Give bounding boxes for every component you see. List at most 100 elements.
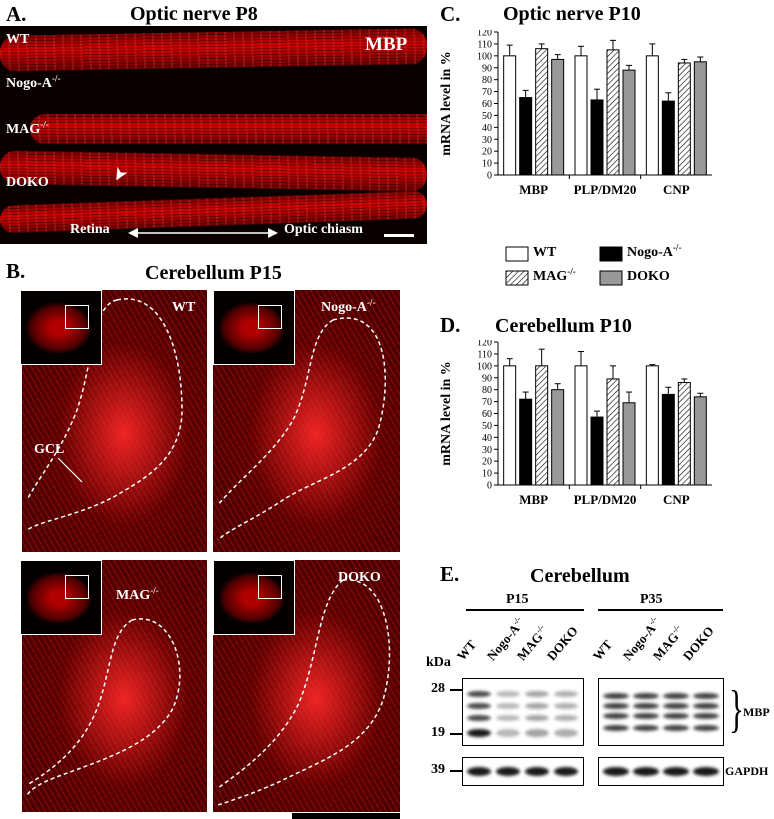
x-tick-label: PLP/DM20 bbox=[574, 182, 637, 197]
blot-band bbox=[633, 767, 659, 776]
protein-mbp: MBP bbox=[743, 705, 770, 719]
blot-band bbox=[525, 729, 549, 737]
blot-band bbox=[603, 713, 629, 719]
blot-band bbox=[496, 703, 520, 709]
scale-bar-b bbox=[292, 813, 400, 819]
blot-band bbox=[693, 703, 719, 709]
marker-19-tick bbox=[450, 733, 462, 735]
lane-label-wt: WT bbox=[454, 637, 480, 664]
y-tick-label: 20 bbox=[482, 147, 492, 158]
blot-band bbox=[554, 767, 578, 776]
blot-band bbox=[693, 693, 719, 699]
panel-b-letter: B. bbox=[6, 259, 26, 283]
label-nogo-text: Nogo-A bbox=[6, 76, 52, 91]
y-tick-label: 100 bbox=[477, 51, 492, 62]
y-tick-label: 0 bbox=[487, 171, 492, 182]
cb-label-nogo-sup: -/- bbox=[366, 297, 376, 308]
cb-label-mag: MAG-/- bbox=[116, 586, 159, 604]
y-tick-label: 50 bbox=[482, 111, 492, 122]
group-line-p15 bbox=[466, 609, 584, 611]
legend-swatch-doko bbox=[599, 270, 623, 286]
y-tick-label: 40 bbox=[482, 123, 492, 134]
gcl-pointer-line bbox=[57, 457, 83, 483]
blot-band bbox=[663, 703, 689, 709]
label-gcl: GCL bbox=[34, 442, 65, 457]
blot-band bbox=[693, 725, 719, 731]
y-tick-label: 70 bbox=[482, 87, 492, 98]
panel-e-title: Cerebellum bbox=[530, 565, 630, 587]
optic-nerve-micrograph: WT MBP Nogo-A-/- MAG-/- DOKO ➤ Retina Op… bbox=[0, 26, 427, 244]
panel-d-title: Cerebellum P10 bbox=[495, 315, 632, 337]
panel-a-letter: A. bbox=[6, 2, 27, 26]
bar-mag--0 bbox=[535, 365, 549, 486]
bar-nogo-a--1 bbox=[590, 99, 604, 176]
y-tick-label: 70 bbox=[482, 397, 492, 408]
blot-band bbox=[633, 725, 659, 731]
legend-label-nogo-sup: -/- bbox=[672, 242, 682, 253]
bar-doko-0 bbox=[551, 389, 565, 486]
label-mag-sup: -/- bbox=[40, 119, 49, 130]
bar-nogo-a--2 bbox=[661, 393, 675, 486]
blot-band bbox=[554, 715, 578, 721]
y-tick-label: 60 bbox=[482, 99, 492, 110]
bar-wt-1 bbox=[574, 55, 588, 176]
panel-b-title: Cerebellum P15 bbox=[145, 262, 282, 284]
y-tick-label: 10 bbox=[482, 159, 492, 170]
blot-band bbox=[693, 767, 719, 776]
lane-label-doko: DOKO bbox=[680, 623, 718, 664]
bar-mag--1 bbox=[606, 378, 620, 486]
gcl-outline-doko bbox=[217, 579, 391, 806]
bar-mag--2 bbox=[677, 382, 691, 486]
inset-nogo bbox=[213, 290, 295, 365]
y-tick-label: 0 bbox=[487, 481, 492, 492]
label-retina: Retina bbox=[70, 222, 110, 237]
label-mag: MAG-/- bbox=[6, 119, 49, 138]
blot-gapdh-p15 bbox=[462, 757, 584, 786]
cerebellum-doko-image: DOKO bbox=[213, 560, 400, 812]
blot-band bbox=[603, 725, 629, 731]
label-doko: DOKO bbox=[6, 175, 49, 190]
panel-c-letter: C. bbox=[440, 2, 461, 26]
x-tick-label: CNP bbox=[663, 492, 690, 507]
blot-mbp-p15 bbox=[462, 678, 584, 746]
bar-nogo-a--0 bbox=[519, 97, 533, 176]
marker-19: 19 bbox=[431, 725, 445, 740]
blot-band bbox=[603, 703, 629, 709]
lane-label-doko: DOKO bbox=[544, 623, 582, 664]
bar-mag--1 bbox=[606, 49, 620, 176]
legend-swatch-wt bbox=[505, 246, 529, 262]
inset-doko bbox=[213, 560, 295, 635]
blot-band bbox=[525, 767, 549, 776]
blot-band bbox=[496, 691, 520, 697]
y-tick-label: 80 bbox=[482, 75, 492, 86]
legend-swatch-nogo bbox=[599, 246, 623, 262]
group-label-p35: P35 bbox=[640, 592, 663, 607]
legend-label-mag: MAG-/- bbox=[533, 266, 576, 285]
panel-e-letter: E. bbox=[440, 562, 460, 586]
panel-d-letter: D. bbox=[440, 313, 461, 337]
bar-doko-2 bbox=[693, 61, 707, 176]
bar-wt-2 bbox=[645, 365, 659, 486]
chart-optic-nerve: mRNA level in % 0102030405060708090100110… bbox=[439, 30, 712, 197]
legend-label-mag-sup: -/- bbox=[567, 266, 576, 277]
blot-band bbox=[525, 715, 549, 721]
blot-mbp-p35 bbox=[598, 678, 724, 746]
blot-band bbox=[554, 729, 578, 737]
blot-band bbox=[633, 713, 659, 719]
x-tick-label: PLP/DM20 bbox=[574, 492, 637, 507]
label-wt: WT bbox=[6, 32, 30, 47]
y-tick-label: 30 bbox=[482, 445, 492, 456]
nerve-mag bbox=[0, 150, 427, 192]
bar-doko-1 bbox=[622, 69, 636, 176]
legend-label-mag-text: MAG bbox=[533, 269, 568, 284]
blot-band bbox=[525, 703, 549, 709]
legend-swatch-mag bbox=[505, 270, 529, 286]
label-mag-text: MAG bbox=[6, 122, 41, 137]
cb-label-mag-text: MAG bbox=[116, 588, 151, 603]
panel-c-title: Optic nerve P10 bbox=[503, 3, 641, 25]
cb-label-nogo-text: Nogo-A bbox=[321, 300, 367, 315]
inset-wt bbox=[20, 290, 102, 365]
bar-wt-0 bbox=[503, 55, 517, 176]
marker-28: 28 bbox=[431, 681, 445, 696]
cb-label-wt: WT bbox=[172, 300, 196, 315]
